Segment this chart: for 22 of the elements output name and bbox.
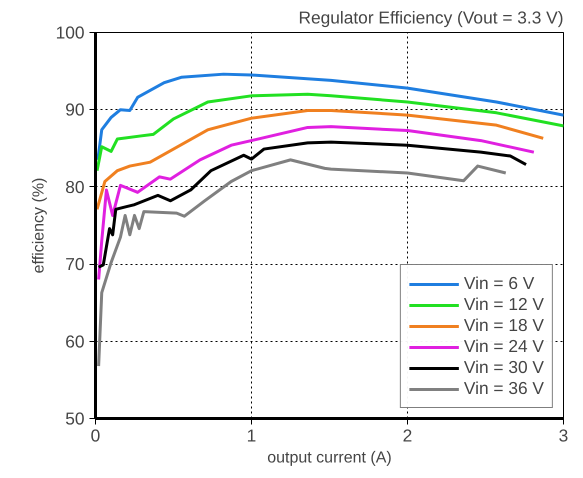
x-tick-label: 0	[90, 426, 100, 446]
y-tick-label: 90	[65, 100, 85, 120]
legend-label: Vin = 6 V	[464, 273, 534, 294]
x-tick-label: 1	[246, 426, 256, 446]
y-tick-label: 60	[65, 331, 85, 352]
line-series	[96, 92, 564, 172]
x-tick-label: 2	[402, 426, 412, 446]
line-series	[96, 108, 545, 211]
legend-label: Vin = 18 V	[464, 315, 544, 336]
x-axis-title: output current (A)	[267, 450, 392, 466]
y-tick-label: 50	[65, 408, 85, 428]
y-tick-label: 100	[56, 22, 85, 42]
y-axis-title: efficiency (%)	[30, 178, 48, 274]
legend-label: Vin = 30 V	[464, 357, 544, 378]
y-tick-label: 70	[65, 254, 85, 274]
legend-label: Vin = 36 V	[464, 378, 544, 399]
line-series	[96, 72, 564, 162]
y-tick-label: 80	[65, 176, 85, 197]
chart-title: Regulator Efficiency (Vout = 3.3 V)	[298, 8, 564, 28]
legend-label: Vin = 24 V	[464, 336, 544, 357]
legend-label: Vin = 12 V	[464, 294, 544, 315]
x-tick-label: 3	[558, 426, 568, 446]
